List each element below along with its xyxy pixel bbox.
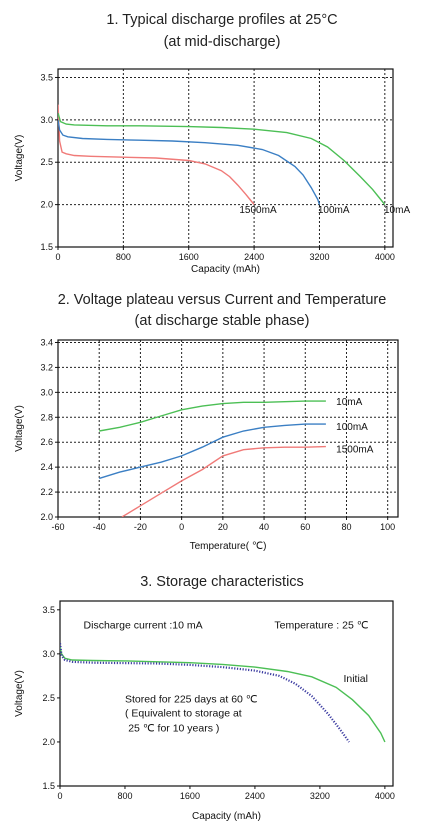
x-tick-label: 1600 <box>180 791 200 801</box>
series-line-100ma <box>58 119 321 205</box>
chart-title-line-2: (at discharge stable phase) <box>135 313 310 329</box>
x-axis-label: Temperature( ℃) <box>190 541 267 552</box>
chart-title-line-1: 3. Storage characteristics <box>140 574 304 590</box>
x-tick-label: 800 <box>117 791 132 801</box>
series-line-10ma <box>58 112 386 206</box>
x-tick-label: -60 <box>51 522 64 532</box>
x-tick-label: 3200 <box>309 252 329 262</box>
x-tick-label: 100 <box>380 522 395 532</box>
annotation-text: Temperature : 25 ℃ <box>274 619 368 631</box>
voltage-plateau-chart: 2. Voltage plateau versus Current and Te… <box>0 278 445 560</box>
discharge-profiles-svg: 1. Typical discharge profiles at 25°C (at… <box>14 12 410 275</box>
series-line-1500ma <box>121 445 326 517</box>
y-tick-label: 2.2 <box>40 487 53 497</box>
series-line-initial <box>60 646 386 743</box>
x-tick-label: 2400 <box>245 791 265 801</box>
series-label: 100mA <box>336 422 368 433</box>
y-tick-label: 2.0 <box>40 200 53 210</box>
annotation-text: ( Equivalent to storage at <box>125 707 242 719</box>
x-axis-label: Capacity (mAh) <box>192 811 261 822</box>
y-tick-label: 2.8 <box>40 412 53 422</box>
series-label: 10mA <box>384 205 410 216</box>
y-tick-label: 3.4 <box>40 337 53 347</box>
x-axis-label: Capacity (mAh) <box>191 264 260 275</box>
y-tick-label: 3.0 <box>40 115 53 125</box>
y-tick-label: 2.6 <box>40 437 53 447</box>
chart-title-line-1: 1. Typical discharge profiles at 25°C <box>106 12 337 28</box>
series-label: 1500mA <box>336 444 374 455</box>
x-tick-label: -20 <box>134 522 147 532</box>
chart-title-line-2: (at mid-discharge) <box>164 34 281 50</box>
y-tick-label: 2.0 <box>40 512 53 522</box>
y-tick-label: 1.5 <box>42 781 55 791</box>
y-tick-label: 3.5 <box>40 72 53 82</box>
y-tick-label: 2.5 <box>40 157 53 167</box>
voltage-plateau-svg: 2. Voltage plateau versus Current and Te… <box>14 292 399 552</box>
series-line-10ma <box>99 400 326 432</box>
series-line-1500ma <box>58 104 255 206</box>
x-tick-label: 2400 <box>244 252 264 262</box>
series-label: 10mA <box>336 397 362 408</box>
series-line-100ma <box>98 423 326 480</box>
y-axis-label: Voltage(V) <box>14 135 25 182</box>
plot-frame <box>59 600 394 787</box>
y-tick-label: 3.5 <box>42 605 55 615</box>
x-tick-label: 1600 <box>179 252 199 262</box>
x-tick-label: -40 <box>93 522 106 532</box>
y-tick-label: 1.5 <box>40 242 53 252</box>
x-tick-label: 80 <box>341 522 351 532</box>
x-tick-label: 0 <box>57 791 62 801</box>
y-tick-label: 2.4 <box>40 462 53 472</box>
y-tick-label: 3.2 <box>40 362 53 372</box>
annotation-text: Stored for 225 days at 60 ℃ <box>125 693 258 705</box>
x-tick-label: 3200 <box>310 791 330 801</box>
discharge-profiles-chart: 1. Typical discharge profiles at 25°C (at… <box>0 0 445 278</box>
storage-characteristics-chart: 3. Storage characteristics 0 800 1600 2400 32… <box>0 560 445 833</box>
x-tick-label: 0 <box>179 522 184 532</box>
y-tick-label: 2.0 <box>42 737 55 747</box>
x-tick-label: 4000 <box>375 252 395 262</box>
y-tick-label: 3.0 <box>40 387 53 397</box>
y-tick-label: 2.5 <box>42 693 55 703</box>
annotation-text: Initial <box>343 673 368 685</box>
series-label: 1500mA <box>239 205 277 216</box>
x-tick-label: 60 <box>300 522 310 532</box>
x-tick-label: 4000 <box>375 791 395 801</box>
y-tick-label: 3.0 <box>42 649 55 659</box>
series-label: 100mA <box>318 205 350 216</box>
x-tick-label: 20 <box>218 522 228 532</box>
x-tick-label: 40 <box>259 522 269 532</box>
chart-title-line-1: 2. Voltage plateau versus Current and Te… <box>58 292 387 308</box>
y-axis-label: Voltage(V) <box>14 670 25 717</box>
series-line-stored <box>60 643 350 743</box>
annotation-text: Discharge current :10 mA <box>84 619 203 631</box>
annotation-text: 25 ℃ for 10 years ) <box>128 722 219 734</box>
y-axis-label: Voltage(V) <box>14 405 25 452</box>
plot-frame <box>57 68 394 248</box>
x-tick-label: 0 <box>55 252 60 262</box>
x-tick-label: 800 <box>116 252 131 262</box>
plot-frame <box>57 339 399 518</box>
storage-characteristics-svg: 3. Storage characteristics 0 800 1600 2400 32… <box>14 574 395 822</box>
